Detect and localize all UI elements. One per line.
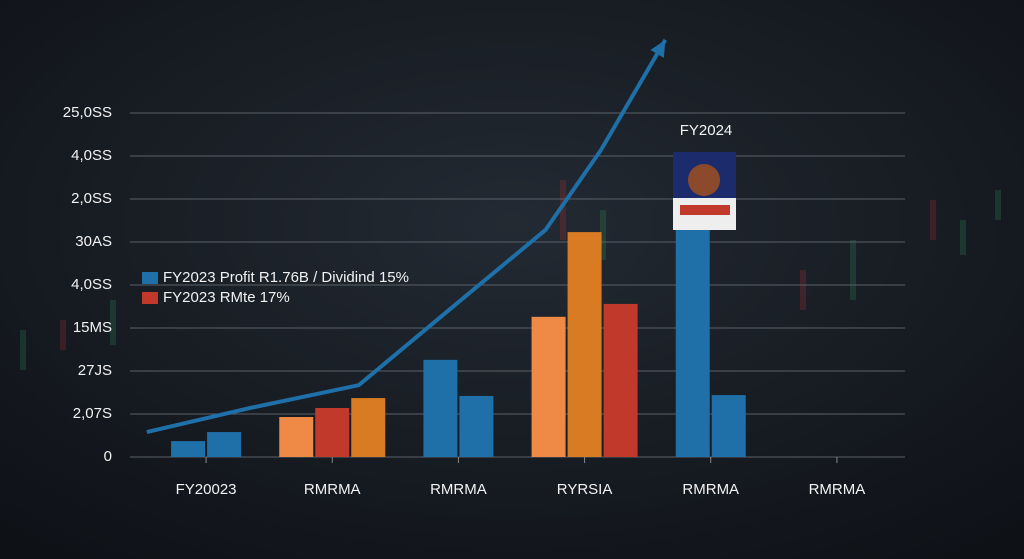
y-tick-label: 27JS (78, 362, 112, 379)
bar (711, 395, 746, 457)
annotation: FY2024 (680, 122, 733, 139)
x-tick-label: RMRMA (304, 481, 361, 498)
x-tick-label: RYRSIA (557, 481, 613, 498)
y-tick-label: 4,0SS (71, 147, 112, 164)
bar (423, 359, 458, 457)
bar (567, 232, 602, 457)
x-tick-label: RMRMA (430, 481, 487, 498)
y-tick-label: 30AS (75, 233, 112, 250)
bar (531, 316, 566, 457)
legend-swatch (142, 272, 158, 284)
x-tick-label: FY20023 (176, 481, 237, 498)
bar (315, 407, 350, 457)
bar (675, 224, 710, 457)
y-tick-label: 2,0SS (71, 190, 112, 207)
y-tick-label: 2,07S (73, 405, 112, 422)
bar (279, 417, 314, 457)
bar (207, 432, 242, 457)
bar (603, 303, 638, 457)
trend-arrowhead (650, 39, 666, 58)
y-tick-label: 4,0SS (71, 276, 112, 293)
legend-swatch (142, 292, 158, 304)
y-tick-label: 0 (104, 448, 112, 465)
legend-label: FY2023 Profit R1.76B / Dividind 15% (163, 269, 409, 286)
background-candles (20, 180, 1001, 370)
trend-line (146, 38, 668, 435)
bar (171, 441, 206, 457)
fy2024-icon (673, 152, 736, 230)
x-tick-label: RMRMA (682, 481, 739, 498)
y-tick-label: 15MS (73, 319, 112, 336)
legend-label: FY2023 RMte 17% (163, 289, 290, 306)
bar (351, 398, 386, 457)
x-tick-label: RMRMA (809, 481, 866, 498)
bar (459, 395, 494, 457)
y-tick-label: 25,0SS (63, 104, 112, 121)
